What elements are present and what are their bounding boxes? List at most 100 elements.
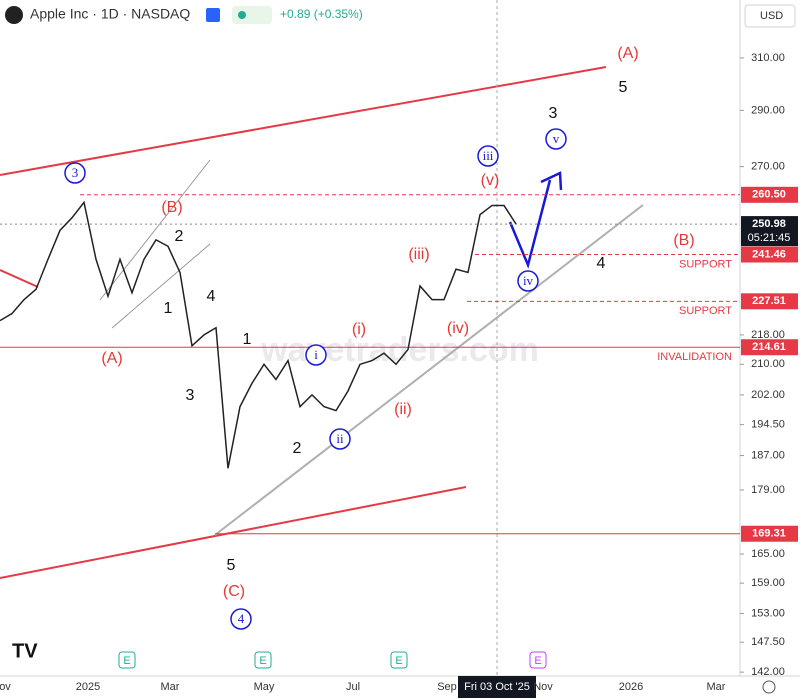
y-tick-label: 147.50 (751, 636, 785, 648)
wave-label: (iv) (447, 320, 469, 337)
wave-circle (305, 344, 327, 366)
price-tag (741, 186, 798, 203)
level-note: SUPPORT (679, 305, 732, 317)
wave-label: 3 (549, 105, 558, 122)
channel-line (111, 243, 211, 329)
wave-label: 4 (238, 611, 245, 626)
currency[interactable]: USD (760, 10, 783, 22)
x-tick-label: 2025 (76, 681, 100, 693)
wave-label: 4 (207, 288, 216, 305)
price-line (0, 200, 517, 469)
wave-label: ii (336, 431, 344, 446)
channel-line (0, 486, 467, 579)
y-tick-label: 290.00 (751, 104, 785, 116)
earnings-box (529, 651, 547, 669)
y-tick-label: 202.00 (751, 389, 785, 401)
x-tick-label: 2026 (619, 681, 643, 693)
symbol-title: Apple Inc · 1D · NASDAQ (30, 6, 190, 22)
x-tick-label: Jul (346, 681, 360, 693)
badge (206, 8, 220, 22)
trend-line (214, 204, 644, 536)
wave-label: (A) (617, 45, 638, 62)
currency-box[interactable] (744, 4, 796, 28)
price-tag (741, 293, 798, 310)
level-note: INVALIDATION (657, 351, 732, 363)
countdown: 05:21:45 (748, 232, 791, 244)
wave-circle (230, 608, 252, 630)
wave-label: (ii) (394, 401, 412, 418)
wave-circle (545, 128, 567, 150)
wave-label: (A) (101, 350, 122, 367)
y-tick-label: 194.50 (751, 419, 785, 431)
wave-circle (517, 270, 539, 292)
wave-label: (i) (352, 321, 366, 338)
wave-label: 1 (164, 300, 173, 317)
earnings-box (254, 651, 272, 669)
price-tag-label: 250.98 (752, 218, 786, 230)
y-tick-label: 218.00 (751, 329, 785, 341)
crosshair-date-box (458, 676, 536, 698)
wave-label: 3 (186, 387, 195, 404)
channel-line (0, 66, 607, 176)
y-tick-label: 210.00 (751, 358, 785, 370)
x-tick-label: May (254, 681, 275, 693)
wave-label: iii (483, 148, 494, 163)
earnings-box (390, 651, 408, 669)
price-tag (741, 216, 798, 247)
y-tick-label: 270.00 (751, 161, 785, 173)
wave-label: iv (523, 273, 534, 288)
wave-label: 5 (227, 557, 236, 574)
wave-label: (iii) (408, 246, 429, 263)
earnings-marker: E (123, 655, 130, 667)
price-tag-label: 241.46 (752, 248, 786, 260)
x-tick-label: Mar (707, 681, 726, 693)
wave-label: 1 (243, 331, 252, 348)
price-tag-label: 227.51 (752, 295, 786, 307)
x-tick-label: Nov (533, 681, 553, 693)
price-tag (741, 246, 798, 263)
wave-label: (B) (161, 199, 182, 216)
wave-label: (C) (223, 583, 245, 600)
logo: TV (12, 640, 38, 662)
wave-label: (v) (481, 172, 500, 189)
wave-circle (329, 428, 351, 450)
price-tag (741, 525, 798, 542)
badge (232, 6, 272, 24)
channel-line (99, 159, 211, 301)
earnings-marker: E (534, 655, 541, 667)
earnings-marker: E (259, 655, 266, 667)
y-tick-label: 310.00 (751, 52, 785, 64)
price-change: +0.89 (+0.35%) (280, 7, 363, 21)
price-tag-label: 214.61 (752, 341, 786, 353)
y-tick-label: 165.00 (751, 548, 785, 560)
wave-label: 4 (597, 255, 606, 272)
price-tag-label: 169.31 (752, 528, 786, 540)
wave-label: (B) (673, 232, 694, 249)
wave-label: 2 (175, 228, 184, 245)
earnings-box (118, 651, 136, 669)
settings-icon[interactable] (762, 680, 776, 694)
symbol-icon (5, 6, 23, 24)
y-tick-label: 179.00 (751, 484, 785, 496)
x-tick-label: Sep (437, 681, 457, 693)
wave-label: 3 (72, 165, 79, 180)
wave-circle (477, 145, 499, 167)
wave-label: 5 (619, 79, 628, 96)
crosshair-date: Fri 03 Oct '25 (464, 681, 530, 693)
price-tag-label: 260.50 (752, 189, 786, 201)
y-tick-label: 153.00 (751, 607, 785, 619)
wave-label: 2 (293, 440, 302, 457)
channel-line (0, 269, 39, 288)
price-tag (741, 339, 798, 356)
earnings-marker: E (395, 655, 402, 667)
x-tick-label: Mar (161, 681, 180, 693)
wave-label: v (553, 131, 560, 146)
level-note: SUPPORT (679, 258, 732, 270)
wave-label: i (314, 347, 318, 362)
wave-circle (64, 162, 86, 184)
projection-arrow (508, 179, 552, 269)
y-tick-label: 159.00 (751, 577, 785, 589)
y-tick-label: 142.00 (751, 666, 785, 678)
